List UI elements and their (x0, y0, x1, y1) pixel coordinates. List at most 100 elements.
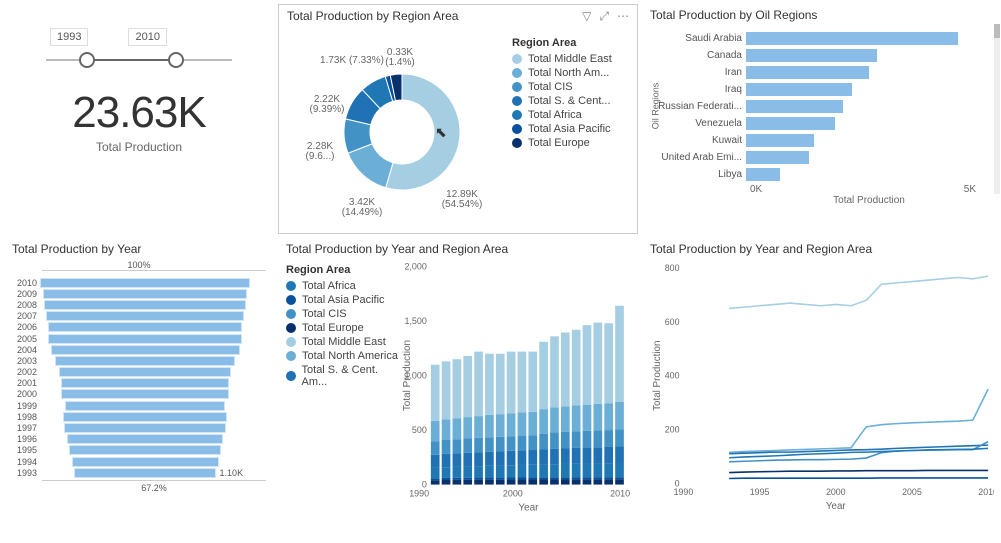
stacked-seg-eu[interactable] (539, 479, 548, 484)
stacked-seg-na[interactable] (431, 421, 440, 441)
stacked-seg-na[interactable] (528, 412, 537, 435)
stacked-seg-me[interactable] (496, 354, 505, 414)
ybar-row[interactable]: 2004 (12, 344, 266, 355)
legend-item-afr[interactable]: Total Africa (512, 109, 629, 121)
stacked-seg-afr[interactable] (496, 466, 505, 478)
stacked-seg-ap[interactable] (485, 478, 494, 480)
legend-item-sca[interactable]: Total S. & Cent... (512, 95, 629, 107)
ybar-row[interactable]: 1997 (12, 422, 266, 433)
hbar-bar[interactable] (746, 32, 958, 45)
ybar-row[interactable]: 2007 (12, 311, 266, 322)
stacked-seg-ap[interactable] (507, 477, 516, 479)
stacked-seg-cis[interactable] (550, 433, 559, 449)
ybar-row[interactable]: 19931.10K (12, 467, 266, 478)
stacked-seg-na[interactable] (583, 405, 592, 431)
stacked-seg-eu[interactable] (463, 480, 472, 485)
stacked-seg-sca[interactable] (485, 452, 494, 466)
stacked-seg-ap[interactable] (528, 477, 537, 479)
hbar-bar[interactable] (746, 83, 852, 96)
oilregions-chart[interactable]: Oil Regions Saudi ArabiaCanadaIranIraqRu… (650, 26, 994, 206)
stacked-seg-me[interactable] (528, 352, 537, 412)
stacked-seg-eu[interactable] (431, 480, 440, 484)
stacked-seg-me[interactable] (572, 330, 581, 406)
hbar-bar[interactable] (746, 117, 835, 130)
stacked-seg-cis[interactable] (485, 437, 494, 452)
ybar-bar[interactable] (40, 278, 250, 288)
hbar-row[interactable]: Iran (656, 64, 988, 80)
ybar-bar[interactable] (63, 412, 227, 422)
stacked-seg-cis[interactable] (583, 431, 592, 448)
ybar-bar[interactable] (65, 401, 225, 411)
stacked-seg-eu[interactable] (496, 480, 505, 485)
legend-item-me[interactable]: Total Middle East (512, 53, 629, 65)
stacked-seg-sca[interactable] (431, 455, 440, 468)
stacked-seg-afr[interactable] (615, 463, 624, 477)
ybar-bar[interactable] (46, 311, 243, 321)
hbar-row[interactable]: Libya (656, 166, 988, 182)
year-slider[interactable] (46, 50, 232, 70)
legend-item-eu[interactable]: Total Europe (512, 137, 629, 149)
stacked-seg-sca[interactable] (496, 451, 505, 465)
stacked-seg-me[interactable] (604, 323, 613, 403)
yearbars-chart[interactable]: 2010200920082007200620052004200320022001… (12, 273, 266, 478)
stacked-seg-ap[interactable] (550, 477, 559, 479)
hbar-bar[interactable] (746, 134, 814, 147)
stacked-seg-cis[interactable] (507, 436, 516, 451)
stacked-legend-item[interactable]: Total Asia Pacific (286, 294, 401, 306)
ybar-row[interactable]: 2001 (12, 378, 266, 389)
stacked-seg-na[interactable] (463, 417, 472, 438)
stacked-seg-sca[interactable] (453, 453, 462, 467)
stacked-seg-na[interactable] (572, 405, 581, 431)
stacked-seg-cis[interactable] (615, 429, 624, 446)
stacked-seg-me[interactable] (550, 336, 559, 407)
stacked-seg-eu[interactable] (572, 479, 581, 484)
stacked-seg-ap[interactable] (442, 478, 451, 480)
lines-tile[interactable]: Total Production by Year and Region Area… (642, 238, 1001, 538)
stacked-seg-na[interactable] (593, 404, 602, 430)
stacked-seg-na[interactable] (539, 409, 548, 434)
ybar-bar[interactable] (44, 300, 246, 310)
stacked-seg-eu[interactable] (550, 479, 559, 484)
stacked-seg-ap[interactable] (615, 477, 624, 479)
stacked-seg-eu[interactable] (485, 480, 494, 485)
stacked-seg-afr[interactable] (593, 463, 602, 477)
stacked-seg-sca[interactable] (615, 446, 624, 463)
stacked-seg-ap[interactable] (518, 477, 527, 479)
stacked-seg-afr[interactable] (431, 468, 440, 478)
stacked-seg-eu[interactable] (518, 480, 527, 485)
hbar-row[interactable]: Saudi Arabia (656, 30, 988, 46)
filter-icon[interactable]: ▽ (582, 9, 591, 24)
stacked-seg-afr[interactable] (550, 464, 559, 477)
legend-item-cis[interactable]: Total CIS (512, 81, 629, 93)
stacked-seg-na[interactable] (561, 406, 570, 432)
stacked-seg-na[interactable] (474, 416, 483, 438)
stacked-seg-cis[interactable] (442, 440, 451, 454)
stacked-seg-sca[interactable] (550, 449, 559, 464)
stacked-seg-afr[interactable] (485, 466, 494, 478)
more-icon[interactable]: ⋯ (617, 9, 629, 24)
stacked-seg-afr[interactable] (583, 464, 592, 478)
yearbars-tile[interactable]: Total Production by Year 100% 2010200920… (4, 238, 274, 538)
stacked-seg-cis[interactable] (496, 437, 505, 452)
ybar-row[interactable]: 1994 (12, 456, 266, 467)
stacked-seg-me[interactable] (518, 352, 527, 413)
stacked-seg-me[interactable] (539, 342, 548, 409)
stacked-seg-sca[interactable] (518, 450, 527, 465)
line-series[interactable] (729, 470, 988, 472)
ybar-bar[interactable] (72, 457, 219, 467)
stacked-seg-afr[interactable] (561, 464, 570, 477)
stacked-chart[interactable]: 05001,0001,5002,000199020002010YearTotal… (401, 260, 630, 515)
ybar-bar[interactable] (61, 378, 229, 388)
stacked-legend-item[interactable]: Total North America (286, 350, 401, 362)
legend-item-ap[interactable]: Total Asia Pacific (512, 123, 629, 135)
stacked-legend-item[interactable]: Total Africa (286, 280, 401, 292)
stacked-seg-na[interactable] (550, 407, 559, 432)
stacked-seg-na[interactable] (518, 412, 527, 435)
ybar-row[interactable]: 2010 (12, 277, 266, 288)
stacked-seg-na[interactable] (496, 414, 505, 437)
hbar-row[interactable]: Russian Federati... (656, 98, 988, 114)
stacked-seg-me[interactable] (593, 323, 602, 404)
stacked-seg-me[interactable] (561, 332, 570, 406)
stacked-legend-item[interactable]: Total S. & Cent. Am... (286, 364, 401, 388)
stacked-seg-ap[interactable] (496, 478, 505, 480)
